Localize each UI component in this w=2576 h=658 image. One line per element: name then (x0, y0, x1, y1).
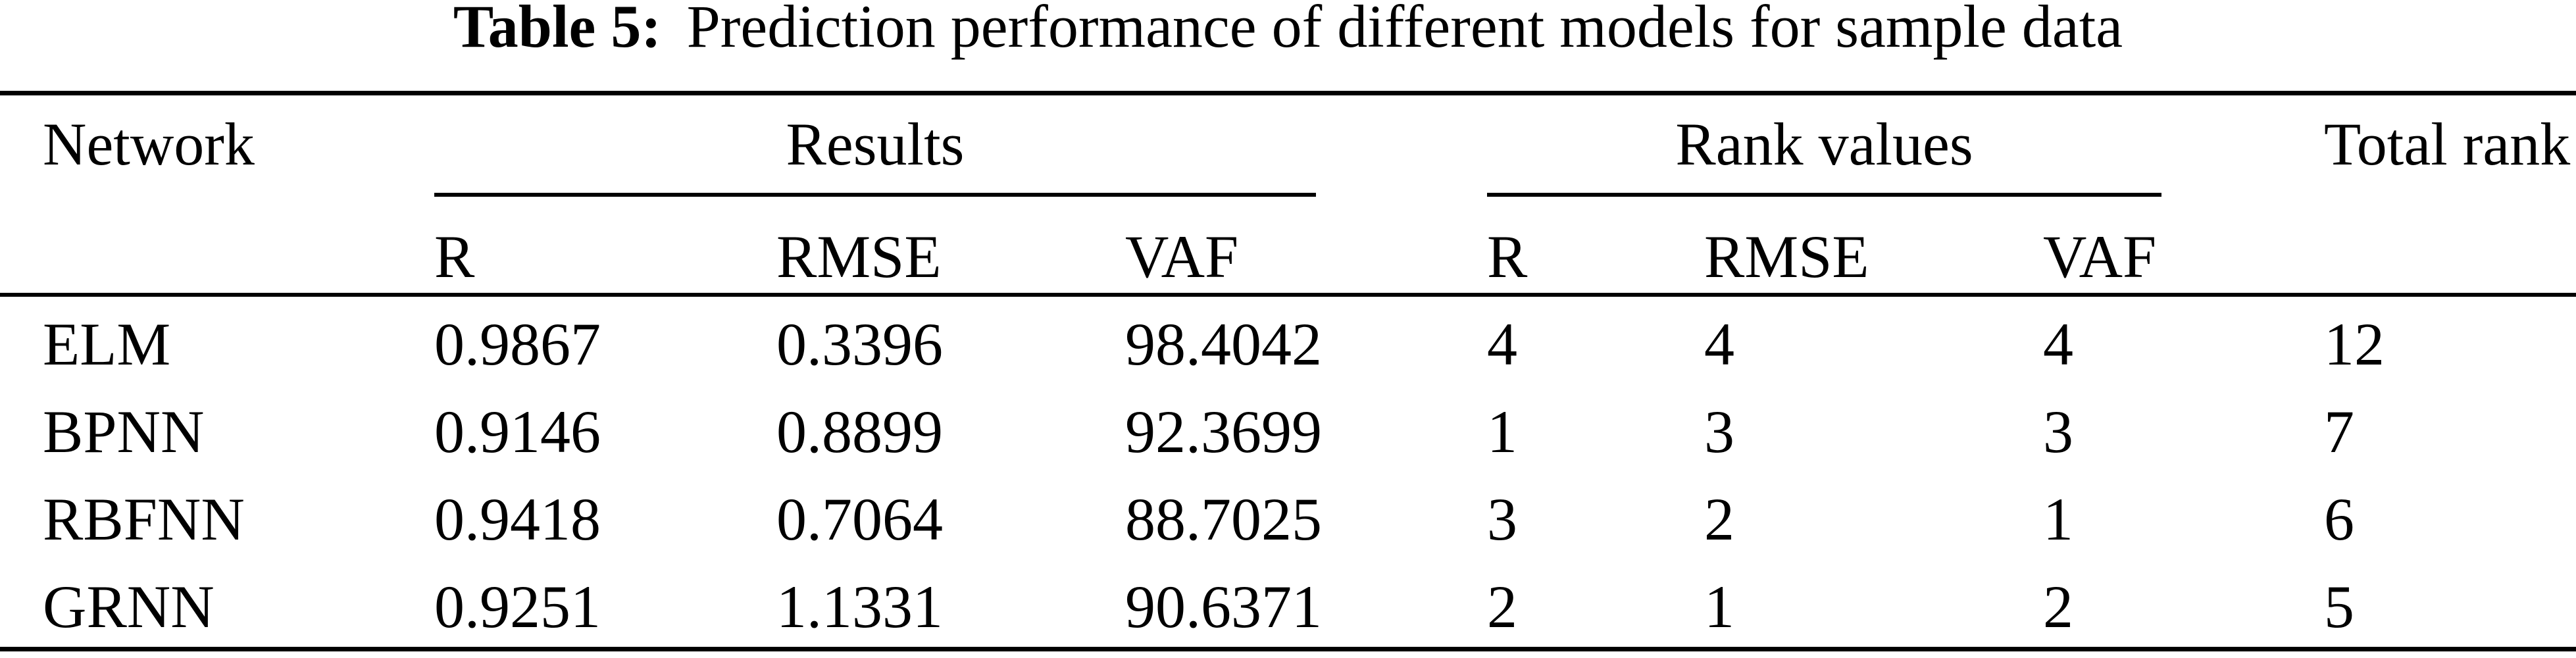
table-caption-label: Table 5: (453, 0, 661, 60)
column-header-rank-r: R (1487, 198, 1705, 297)
cell-r: 0.9418 (434, 486, 601, 553)
cell-rank-vaf: 3 (2043, 398, 2074, 465)
cell-rank-r: 3 (1487, 486, 1518, 553)
cell-r: 0.9251 (434, 559, 776, 651)
column-header-network: Network (0, 91, 434, 297)
cell-rmse: 0.8899 (776, 398, 943, 465)
column-header-rank-vaf: VAF (2043, 198, 2325, 297)
sub-header-row: R RMSE VAF R RMSE VAF (0, 198, 2576, 297)
group-header-rank-values: Rank values (1487, 95, 2162, 197)
cell-network: RBFNN (43, 486, 245, 553)
group-header-row: Network Results Rank values Total rank (0, 91, 2576, 297)
group-header-results-cell: Results (434, 91, 1488, 198)
cell-rank-rmse: 3 (1704, 398, 1735, 465)
cell-r: 0.9867 (434, 311, 601, 378)
cell-rank-rmse: 1 (1704, 559, 2044, 651)
cell-rank-r: 4 (1487, 311, 1518, 378)
cell-rmse: 0.7064 (776, 486, 943, 553)
cell-vaf: 88.7025 (1125, 486, 1322, 553)
cell-vaf: 98.4042 (1125, 311, 1322, 378)
table-row-elm: ELM 0.9867 0.3396 98.4042 4 4 4 12 (0, 297, 2576, 384)
table-row-bpnn: BPNN 0.9146 0.8899 92.3699 1 3 3 7 (0, 384, 2576, 472)
cell-rmse: 1.1331 (776, 559, 1125, 651)
cell-rank-vaf: 1 (2043, 486, 2074, 553)
column-header-results-rmse: RMSE (776, 198, 1125, 297)
cell-network: ELM (43, 311, 171, 378)
table-caption-text: Prediction performance of different mode… (686, 0, 2123, 60)
cell-network: BPNN (43, 398, 205, 465)
group-header-rank-values-cell: Rank values (1487, 91, 2325, 198)
cell-total-rank: 5 (2324, 559, 2576, 651)
cell-rank-rmse: 2 (1704, 486, 1735, 553)
cell-vaf: 92.3699 (1125, 398, 1322, 465)
cell-rank-vaf: 2 (2043, 559, 2325, 651)
table-row-rbfnn: RBFNN 0.9418 0.7064 88.7025 3 2 1 6 (0, 472, 2576, 559)
column-header-rank-rmse: RMSE (1704, 198, 2044, 297)
cell-network: GRNN (0, 559, 434, 651)
cell-rank-r: 1 (1487, 398, 1518, 465)
table-row-grnn: GRNN 0.9251 1.1331 90.6371 2 1 2 5 (0, 559, 2576, 651)
prediction-performance-table: Network Results Rank values Total rank R… (0, 91, 2576, 651)
cell-total-rank: 12 (2324, 311, 2385, 378)
cell-vaf: 90.6371 (1125, 559, 1488, 651)
group-header-results: Results (434, 95, 1317, 197)
cell-rank-rmse: 4 (1704, 311, 1735, 378)
column-header-total-rank: Total rank (2324, 91, 2576, 297)
cell-total-rank: 7 (2324, 398, 2355, 465)
cell-r: 0.9146 (434, 398, 601, 465)
cell-rmse: 0.3396 (776, 311, 943, 378)
cell-total-rank: 6 (2324, 486, 2355, 553)
table-caption: Table 5: Prediction performance of differ… (0, 0, 2576, 57)
cell-rank-vaf: 4 (2043, 311, 2074, 378)
cell-rank-r: 2 (1487, 559, 1705, 651)
column-header-results-r: R (434, 198, 776, 297)
column-header-results-vaf: VAF (1125, 198, 1488, 297)
